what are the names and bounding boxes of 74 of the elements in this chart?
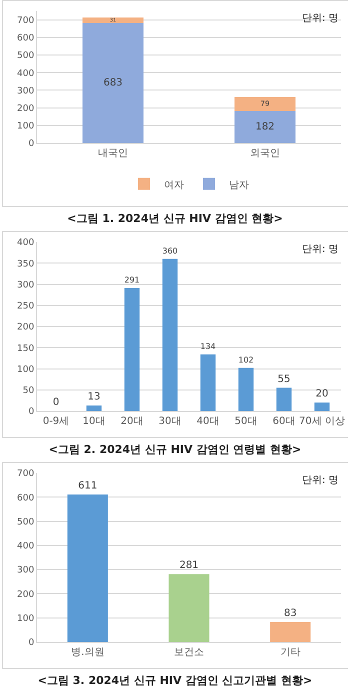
bar <box>238 368 254 411</box>
text: <그림 2. 2024년 신규 HIV 감염인 연령별 현황> <box>48 442 302 458</box>
y-tick-label: 700 <box>17 469 34 480</box>
data-label: 20 <box>316 388 328 400</box>
x-tick-label: 보건소 <box>174 647 204 658</box>
y-tick-label: 100 <box>17 122 34 132</box>
data-label: 13 <box>88 392 100 403</box>
y-tick-label: 350 <box>17 259 34 270</box>
y-tick-label: 400 <box>17 68 34 79</box>
data-label: 281 <box>179 560 199 572</box>
x-tick-label: 내국인 <box>98 148 128 159</box>
data-label: 611 <box>78 480 98 492</box>
y-tick-label: 600 <box>17 493 34 504</box>
data-label: 55 <box>278 374 290 385</box>
annotation: 단위: 명 <box>302 13 339 24</box>
y-tick-label: 400 <box>17 238 34 248</box>
y-tick-label: 200 <box>17 104 34 114</box>
y-tick-label: 600 <box>17 34 34 44</box>
data-label: 134 <box>200 342 216 351</box>
data-label: 182 <box>255 121 275 132</box>
y-tick-label: 300 <box>17 86 34 96</box>
data-label: 83 <box>284 608 297 619</box>
data-label: 0 <box>52 397 60 408</box>
y-tick-label: 400 <box>17 542 34 552</box>
y-tick-label: 250 <box>17 302 34 312</box>
y-tick-label: 0 <box>28 407 34 418</box>
x-tick-label: 50대 <box>234 416 258 427</box>
x-tick-label: 60대 <box>272 416 296 427</box>
bar <box>82 22 144 143</box>
x-tick-label: 70세 이상 <box>299 416 345 427</box>
y-tick-label: 0 <box>28 638 34 648</box>
bar <box>86 406 102 411</box>
bar <box>67 494 108 642</box>
data-label: 291 <box>124 276 140 285</box>
legend-label: 여자 <box>164 180 184 191</box>
data-label: 79 <box>260 98 270 108</box>
x-tick-label: 기타 <box>280 647 300 658</box>
legend-label: 남자 <box>229 180 249 191</box>
annotation: 단위: 명 <box>302 244 339 255</box>
data-label: 102 <box>238 356 254 365</box>
y-tick-label: 200 <box>17 322 34 333</box>
x-tick-label: 40대 <box>196 416 220 427</box>
y-tick-label: 150 <box>17 344 34 354</box>
annotation: 단위: 명 <box>302 475 339 486</box>
bar <box>124 288 140 411</box>
y-tick-label: 300 <box>17 280 34 290</box>
y-tick-label: 200 <box>17 590 34 600</box>
y-tick-label: 100 <box>17 614 34 624</box>
bar <box>168 574 210 642</box>
x-tick-label: 0-9세 <box>42 416 70 427</box>
x-tick-label: 20대 <box>120 416 144 427</box>
text: <그림 3. 2024년 신규 HIV 감염인 신고기관별 현황> <box>36 673 314 689</box>
bar <box>200 354 216 411</box>
text: <그림 1. 2024년 신규 HIV 감염인 현황> <box>66 211 284 227</box>
bar <box>162 258 178 411</box>
data-label: 360 <box>162 246 178 256</box>
x-tick-label: 30대 <box>158 416 182 427</box>
y-tick-label: 100 <box>17 364 34 375</box>
y-tick-label: 500 <box>17 51 34 62</box>
bar <box>234 97 296 111</box>
data-label: 683 <box>103 77 123 88</box>
y-tick-label: 500 <box>17 517 34 528</box>
bar <box>234 110 296 143</box>
y-tick-label: 0 <box>28 139 34 150</box>
bar <box>270 622 311 642</box>
x-tick-label: 외국인 <box>250 148 280 159</box>
bar <box>82 17 144 23</box>
bar <box>276 388 292 411</box>
y-tick-label: 700 <box>17 16 34 26</box>
bar <box>314 402 330 411</box>
y-tick-label: 300 <box>17 566 34 576</box>
y-tick-label: 50 <box>22 386 34 396</box>
x-tick-label: 병.의원 <box>71 647 104 658</box>
x-tick-label: 10대 <box>82 416 106 427</box>
